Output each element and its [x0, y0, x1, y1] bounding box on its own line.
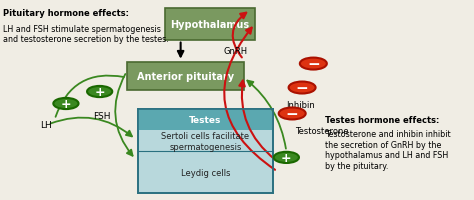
- FancyBboxPatch shape: [138, 110, 273, 193]
- Text: −: −: [307, 57, 319, 72]
- Text: Testes hormone effects:: Testes hormone effects:: [325, 116, 439, 125]
- Circle shape: [54, 98, 79, 110]
- Text: LH and FSH stimulate spermatogenesis
and testosterone secretion by the testes.: LH and FSH stimulate spermatogenesis and…: [3, 25, 169, 44]
- Text: Sertoli cells facilitate
spermatogenesis: Sertoli cells facilitate spermatogenesis: [161, 132, 249, 151]
- Text: +: +: [94, 86, 105, 99]
- Text: GnRH: GnRH: [223, 46, 247, 55]
- Text: +: +: [61, 98, 71, 110]
- Text: FSH: FSH: [93, 112, 110, 121]
- Circle shape: [274, 152, 299, 163]
- Text: −: −: [296, 81, 309, 96]
- Text: Hypothalamus: Hypothalamus: [170, 20, 249, 30]
- FancyBboxPatch shape: [127, 62, 244, 90]
- Text: Pituitary hormone effects:: Pituitary hormone effects:: [3, 9, 129, 18]
- Circle shape: [87, 86, 112, 98]
- Text: Leydig cells: Leydig cells: [181, 168, 230, 177]
- Text: Inhibin: Inhibin: [286, 101, 315, 110]
- FancyBboxPatch shape: [165, 9, 255, 40]
- Text: Testosterone and inhibin inhibit
the secretion of GnRH by the
hypothalamus and L: Testosterone and inhibin inhibit the sec…: [325, 130, 450, 170]
- FancyBboxPatch shape: [138, 110, 273, 131]
- Text: LH: LH: [40, 121, 52, 130]
- Text: Testosterone: Testosterone: [295, 127, 349, 136]
- Circle shape: [289, 82, 316, 94]
- Text: −: −: [286, 106, 299, 121]
- Circle shape: [300, 58, 327, 70]
- Circle shape: [279, 108, 306, 120]
- Text: +: +: [281, 151, 292, 164]
- Text: Testes: Testes: [189, 116, 221, 125]
- Text: Anterior pituitary: Anterior pituitary: [137, 71, 234, 81]
